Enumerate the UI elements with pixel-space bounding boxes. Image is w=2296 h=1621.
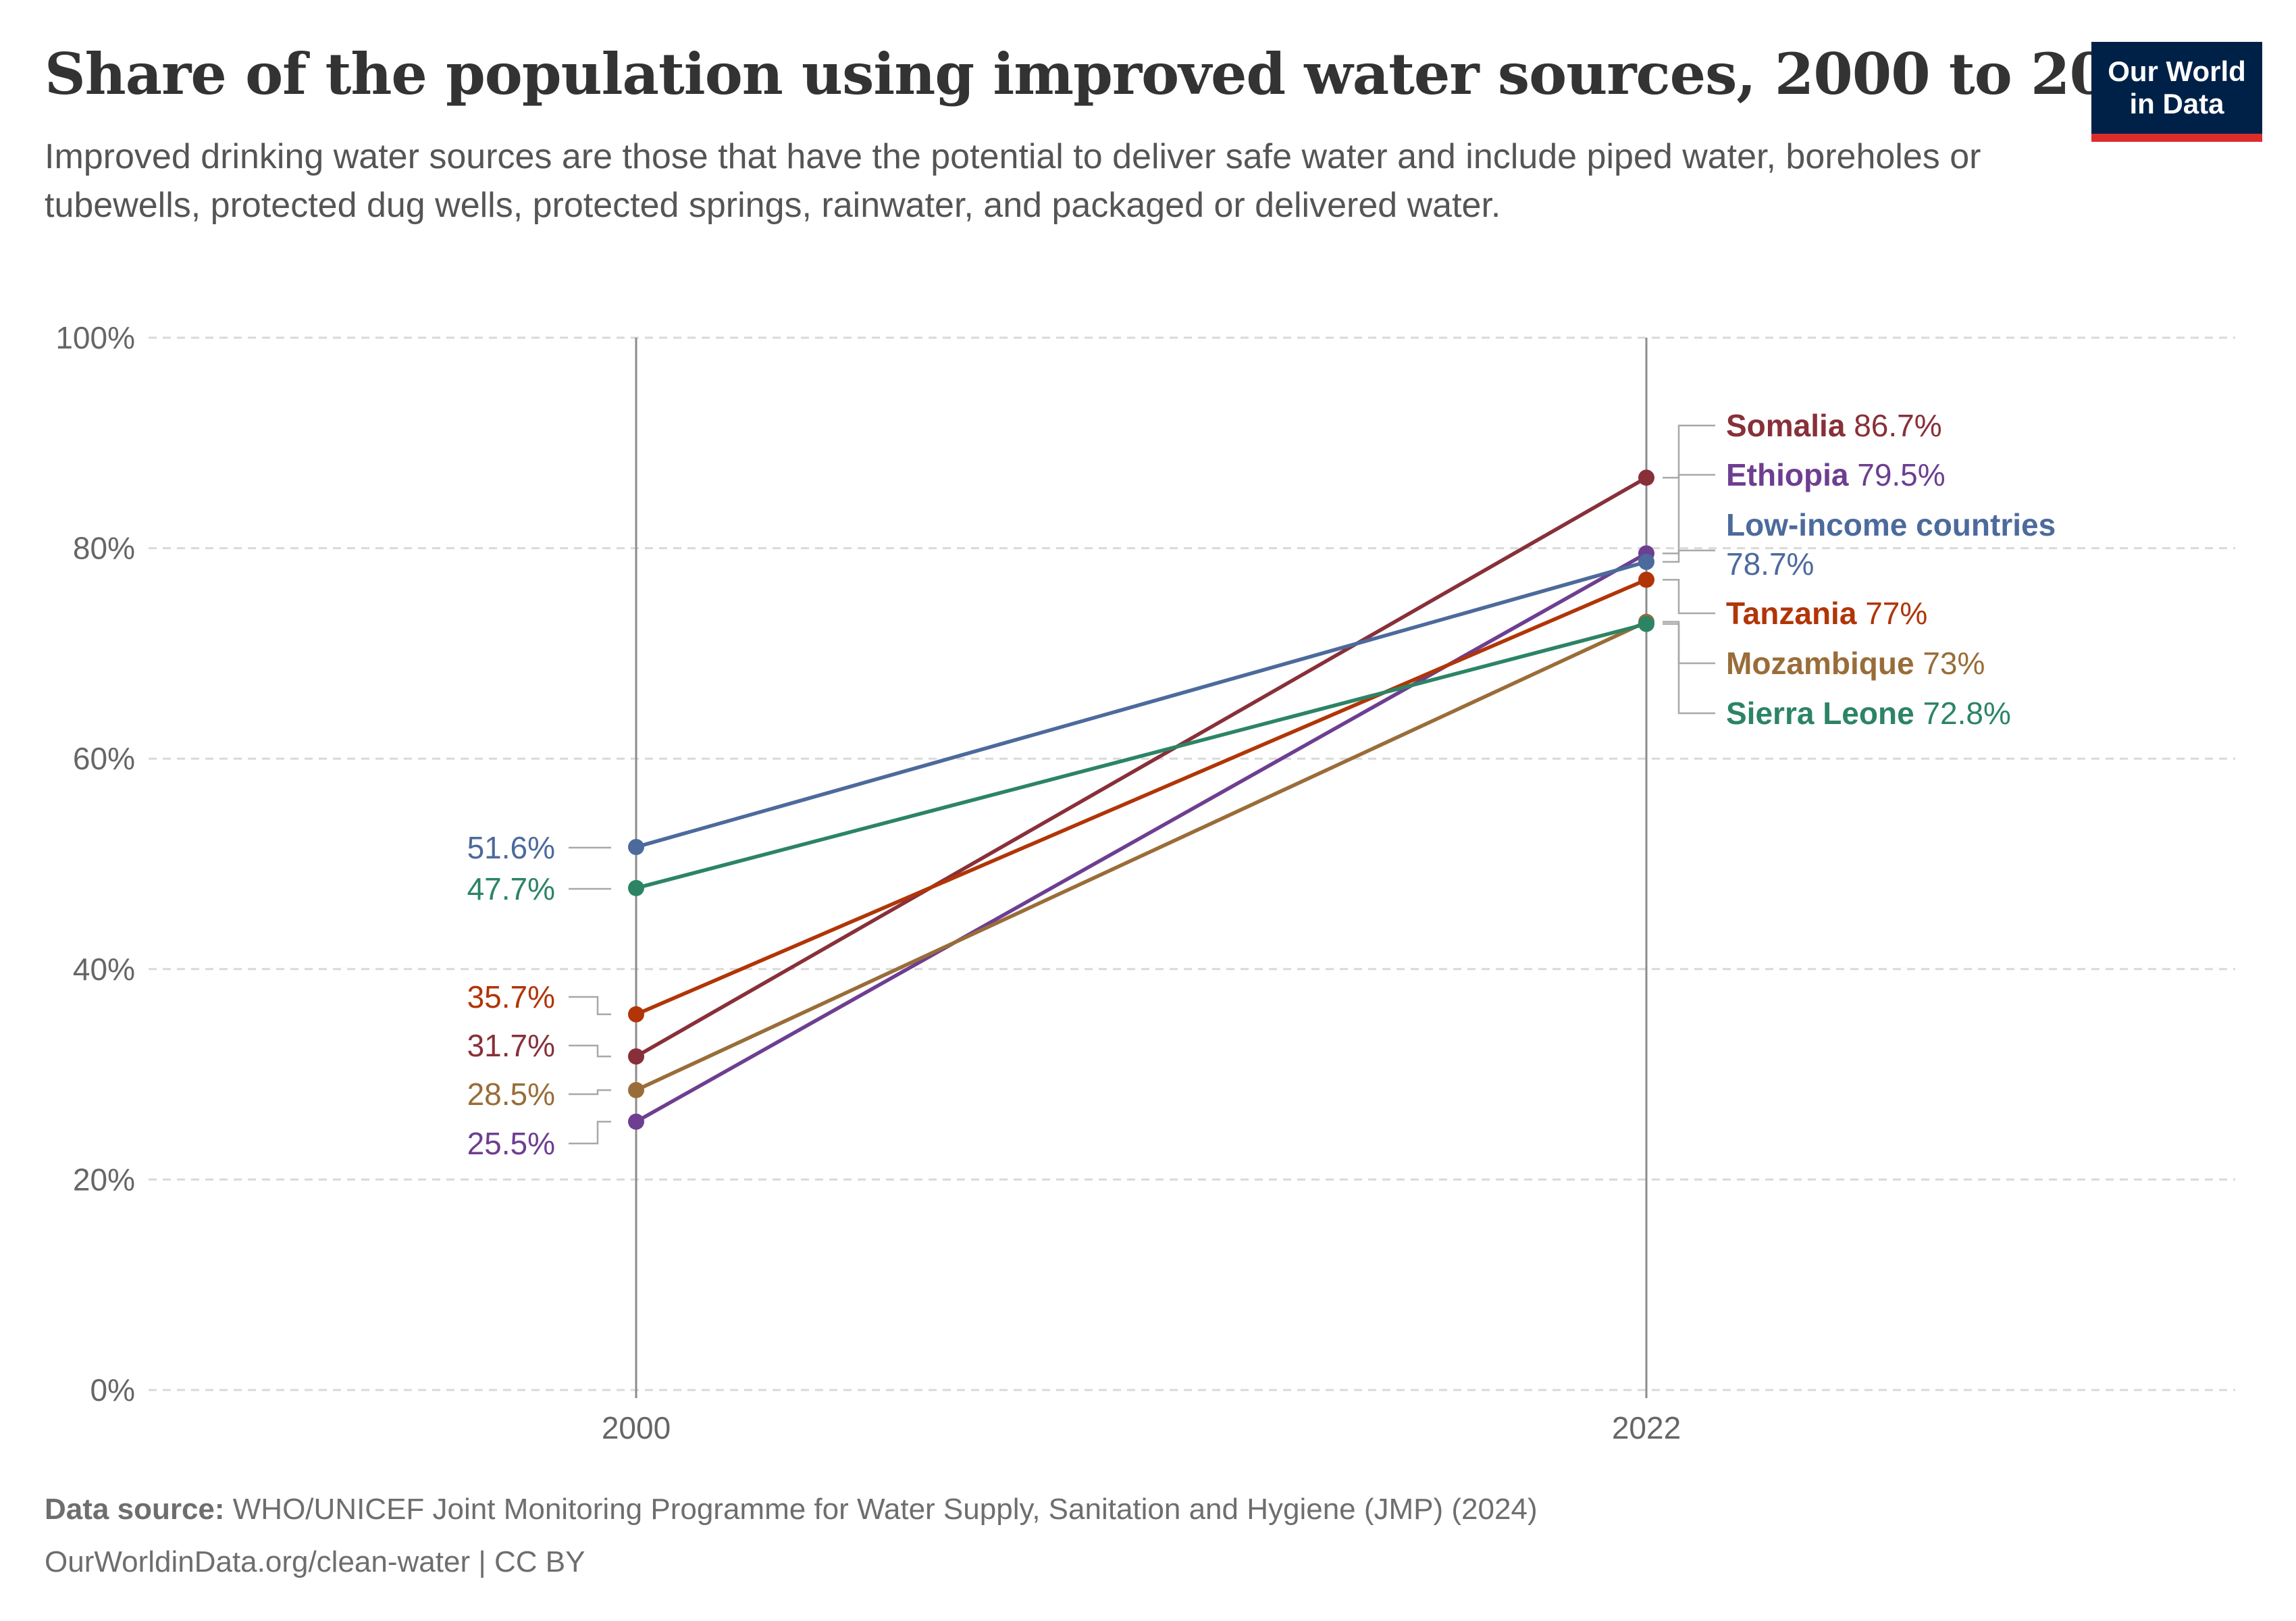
start-label-connector [569,996,611,1016]
end-label-connector [1663,623,1715,715]
series-labels: 51.6% 47.7% 35.7% 31.7% 28.5% 25.5% Somalia 86… [467,408,2056,1161]
series-point-end [1638,571,1654,588]
y-tick-label: 80% [73,531,135,566]
end-series-name: Low-income countries [1726,507,2056,542]
owid-logo[interactable]: Our World in Data [2091,42,2262,140]
data-source-line: Data source: WHO/UNICEF Joint Monitoring… [45,1493,1538,1526]
series-point-end [1638,469,1654,486]
end-series-label: Mozambique 73% [1726,646,1985,681]
logo-accent-bar [2091,134,2262,142]
end-series-name: Tanzania [1726,596,1857,631]
chart-subtitle: Improved drinking water sources are thos… [45,137,1981,225]
series-line [634,551,1648,1124]
start-label-connector [569,1089,611,1096]
end-series-label: Sierra Leone 72.8% [1726,696,2011,731]
y-tick-label: 20% [73,1162,135,1197]
start-label-connector [569,1121,611,1145]
x-tick-label: 2000 [602,1410,671,1445]
series-point-start [628,879,644,896]
end-value-label: 77% [1856,596,1927,631]
y-tick-label: 100% [55,320,135,355]
y-tick-label: 60% [73,741,135,776]
series-point-start [628,1113,644,1130]
start-label-connector [569,1044,611,1058]
end-value-label: 72.8% [1914,696,2011,731]
end-value-label: 86.7% [1845,408,1941,443]
end-series-label: Ethiopia 79.5% [1726,457,1946,492]
end-label-connector [1663,549,1715,563]
series-line [634,560,1648,849]
end-value-label: 78.7% [1726,546,1814,582]
series-line [634,577,1648,1017]
logo-line-2: in Data [2129,88,2224,120]
start-value-label: 31.7% [467,1028,555,1063]
series-point-start [628,1006,644,1023]
end-series-name: Mozambique [1726,646,1914,681]
series-line [634,622,1648,890]
end-label-connector [1663,579,1715,615]
source-url[interactable]: OurWorldinData.org/clean-water | CC BY [45,1545,585,1578]
start-value-label: 25.5% [467,1126,555,1161]
x-tick-label: 2022 [1612,1410,1681,1445]
end-value-label: 79.5% [1848,457,1945,492]
end-series-label: Tanzania 77% [1726,596,1927,631]
series-line [634,475,1648,1058]
end-label-connector [1663,473,1715,555]
series-line [634,619,1648,1092]
y-tick-label: 40% [73,952,135,987]
series-point-start [628,1081,644,1098]
series-lines [628,469,1654,1130]
end-series-label: Somalia 86.7% [1726,408,1942,443]
start-value-label: 28.5% [467,1077,555,1112]
series-point-start [628,1048,644,1065]
start-value-label: 35.7% [467,979,555,1014]
end-label-connector [1663,621,1715,665]
series-point-start [628,839,644,856]
chart-title: Share of the population using improved w… [45,41,2187,107]
series-point-end [1638,553,1654,570]
data-source-label: Data source: [45,1493,225,1526]
start-value-label: 47.7% [467,871,555,906]
start-value-label: 51.6% [467,830,555,865]
y-tick-label: 0% [90,1372,135,1408]
end-label-connector [1663,424,1715,479]
logo-line-1: Our World [2108,55,2246,87]
end-series-name: Sierra Leone [1726,696,1914,731]
chart-area: 0% 20% 40% 60% 80% 100% 2000 2022 51.6% 47.7% 35.… [55,320,2235,1445]
data-source-text: WHO/UNICEF Joint Monitoring Programme fo… [232,1493,1538,1526]
end-series-name: Ethiopia [1726,457,1849,492]
series-point-end [1638,615,1654,632]
end-value-label: 73% [1914,646,1985,681]
grid-layer: 0% 20% 40% 60% 80% 100% 2000 2022 [55,320,2235,1445]
end-series-name: Somalia [1726,408,1846,443]
